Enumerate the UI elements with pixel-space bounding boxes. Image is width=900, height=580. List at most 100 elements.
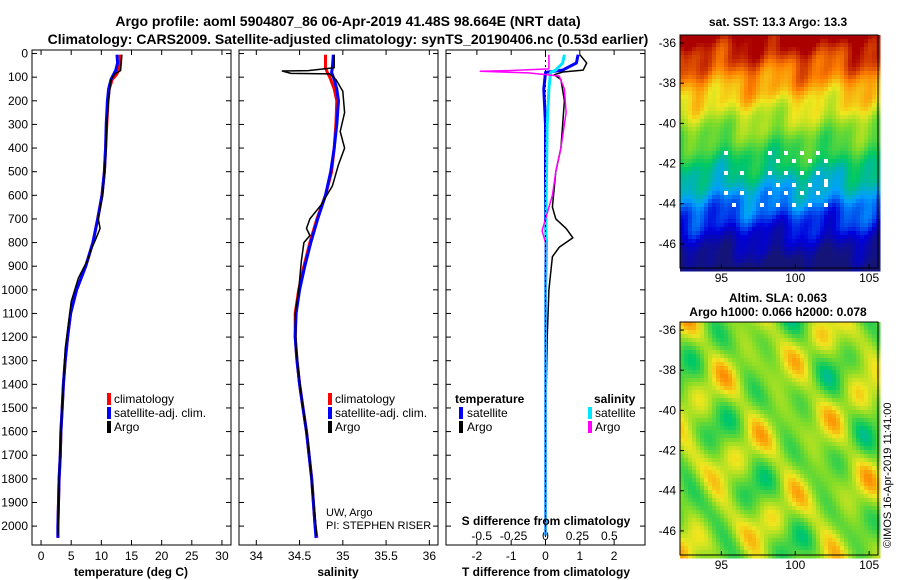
map-cell [872, 83, 877, 88]
map-cell [848, 398, 853, 403]
map-cell [832, 390, 837, 395]
map-cell [784, 346, 789, 351]
map-cell [844, 430, 849, 435]
map-cell [760, 55, 765, 60]
map-cell [704, 95, 709, 100]
map-cell [804, 227, 809, 232]
map-cell [708, 398, 713, 403]
map-cell [828, 390, 833, 395]
map-cell [744, 103, 749, 108]
map-cell [812, 163, 817, 168]
map-cell [688, 235, 693, 240]
map-cell [796, 35, 801, 40]
x-tick-label: 5 [68, 549, 75, 563]
map-cell [720, 442, 725, 447]
map-cell [744, 127, 749, 132]
map-cell [808, 179, 813, 184]
map-cell [776, 263, 781, 268]
map-cell [728, 147, 733, 152]
map-cell [792, 374, 797, 379]
x2-tick-label: -0.25 [500, 529, 528, 543]
map-cell [808, 123, 813, 128]
map-cell [768, 410, 773, 415]
map-cell [800, 338, 805, 343]
map-cell [736, 398, 741, 403]
map-cell [864, 75, 869, 80]
map-cell [764, 434, 769, 439]
map-cell [732, 87, 737, 92]
map-cell [820, 267, 825, 272]
map-cell [740, 63, 745, 68]
map-cell [768, 346, 773, 351]
map-cell [832, 199, 837, 204]
map-cell [768, 223, 773, 228]
map-cell [768, 354, 773, 359]
map-cell [716, 330, 721, 335]
map-cell [792, 386, 797, 391]
map-cell [760, 215, 765, 220]
map-cell [840, 251, 845, 256]
map-cell [792, 51, 797, 56]
map-cell [848, 374, 853, 379]
map-cell [772, 199, 777, 204]
map-cell [816, 223, 821, 228]
map-cell [828, 155, 833, 160]
map-cell [816, 366, 821, 371]
map-cell [732, 267, 737, 272]
map-cell [804, 199, 809, 204]
map-cell [860, 75, 865, 80]
map-cell [836, 139, 841, 144]
map-cell [836, 434, 841, 439]
map-cell [848, 354, 853, 359]
map-cell [716, 107, 721, 112]
map-cell [808, 358, 813, 363]
map-cell [708, 183, 713, 188]
map-cell [772, 382, 777, 387]
map-cell [840, 346, 845, 351]
sla-map-title-line2: Argo h1000: 0.066 h2000: 0.078 [689, 305, 867, 319]
map-cell [780, 402, 785, 407]
map-cell [776, 382, 781, 387]
map-cell [852, 354, 857, 359]
map-cell [728, 346, 733, 351]
map-cell [776, 406, 781, 411]
map-cell [752, 159, 757, 164]
map-cell [708, 227, 713, 232]
map-cell [824, 151, 829, 156]
map-cell [804, 330, 809, 335]
map-cell [764, 251, 769, 256]
map-cell [832, 386, 837, 391]
map-cell [804, 354, 809, 359]
map-cell [816, 386, 821, 391]
map-cell [836, 91, 841, 96]
depth-tick-label: 0 [21, 47, 28, 61]
map-cell [692, 446, 697, 451]
map-cell [864, 195, 869, 200]
map-cell [704, 438, 709, 443]
map-cell [708, 91, 713, 96]
map-cell [804, 119, 809, 124]
map-cell [740, 354, 745, 359]
map-cell [740, 167, 745, 172]
map-cell [716, 414, 721, 419]
map-cell [792, 251, 797, 256]
map-cell [700, 414, 705, 419]
map-cell [700, 151, 705, 156]
map-cell [748, 426, 753, 431]
map-cell [696, 183, 701, 188]
map-cell [796, 247, 801, 252]
map-cell [816, 163, 821, 168]
map-cell [856, 79, 861, 84]
map-cell [836, 418, 841, 423]
map-cell [784, 227, 789, 232]
map-cell [720, 223, 725, 228]
map-cell [772, 215, 777, 220]
map-cell [872, 434, 877, 439]
map-cell [736, 414, 741, 419]
map-cell [752, 322, 757, 327]
map-cell [768, 91, 773, 96]
map-cell [800, 418, 805, 423]
map-cell [684, 159, 689, 164]
map-cell [868, 334, 873, 339]
map-cell [812, 83, 817, 88]
